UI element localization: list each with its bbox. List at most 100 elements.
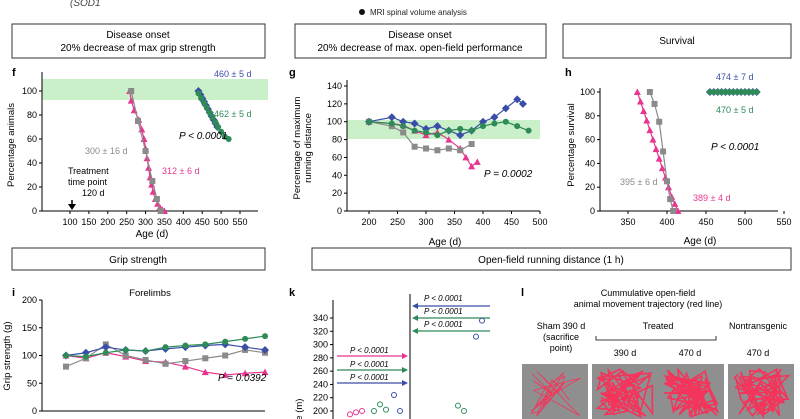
i-ytick-label: 200 bbox=[22, 295, 37, 305]
h-point-magenta bbox=[652, 145, 660, 153]
g-ytick-label: 0 bbox=[337, 206, 342, 216]
g-point-green bbox=[423, 129, 429, 136]
h-point-magenta bbox=[636, 98, 644, 105]
l-sham-line2: (sacrifice bbox=[543, 332, 579, 342]
k-point-blue_right bbox=[479, 317, 485, 324]
l-trajectory-3 bbox=[733, 367, 791, 419]
g-point-blue bbox=[433, 122, 442, 131]
h-xlabel: Age (d) bbox=[684, 236, 717, 247]
k-point-magenta bbox=[359, 408, 365, 414]
h-point-grey bbox=[646, 89, 653, 95]
l-treated-390: 390 d bbox=[614, 348, 637, 358]
g-point-grey bbox=[411, 143, 418, 150]
f-point-grey bbox=[157, 208, 164, 214]
panel-letter-l: l bbox=[521, 287, 524, 299]
h-point-magenta bbox=[658, 164, 666, 172]
g-xtick-label: 250 bbox=[390, 217, 405, 227]
l-treated: Treated bbox=[643, 321, 674, 331]
g-point-green bbox=[514, 123, 521, 130]
f-xtick-label: 400 bbox=[176, 217, 191, 227]
i-point-green bbox=[63, 352, 69, 359]
i-point-magenta bbox=[201, 368, 209, 376]
g-xtick-label: 200 bbox=[361, 217, 376, 227]
h-point-grey bbox=[667, 196, 674, 203]
header-box-h bbox=[562, 23, 792, 59]
g-xtick-label: 450 bbox=[504, 217, 519, 227]
g-point-green bbox=[457, 125, 464, 132]
f-point-green bbox=[198, 95, 205, 102]
f-xtick-label: 550 bbox=[232, 217, 247, 227]
f-ylabel: Percentage animals bbox=[6, 103, 17, 187]
header-box-g bbox=[294, 23, 547, 59]
h-xtick-label: 550 bbox=[776, 217, 791, 227]
g-point-blue bbox=[513, 95, 522, 104]
genotype-text: (SOD1 bbox=[70, 0, 101, 9]
header-g-line2: 20% decrease of max. open-field performa… bbox=[317, 43, 523, 54]
k-pvalue-3: P < 0.0001 bbox=[424, 320, 463, 329]
h-point-grey bbox=[660, 148, 667, 155]
k-ytick-label: 200 bbox=[313, 406, 328, 416]
i-point-magenta bbox=[181, 363, 189, 370]
i-point-green bbox=[222, 338, 229, 345]
panel-g: 0 20 40 60 80 100 120 140 200 250 300 350 400 450 500… bbox=[292, 80, 548, 248]
i-point-magenta bbox=[241, 369, 249, 377]
f-xtick-label: 200 bbox=[100, 217, 115, 227]
header-box-k bbox=[311, 247, 792, 271]
mri-legend-label: MRI spinal volume analysis bbox=[370, 8, 467, 17]
i-point-grey bbox=[63, 363, 69, 370]
header-g-line1: Disease onset bbox=[388, 30, 452, 41]
h-ytick-label: 40 bbox=[585, 158, 595, 168]
i-point-grey bbox=[202, 355, 209, 362]
f-ytick-label: 0 bbox=[32, 206, 37, 216]
g-xlabel: Age (d) bbox=[429, 237, 462, 248]
h-point-magenta bbox=[646, 126, 654, 134]
k-pvalue-6: P < 0.0001 bbox=[350, 373, 389, 382]
g-point-grey bbox=[423, 145, 429, 152]
h-ylabel: Percentage survival bbox=[566, 103, 577, 186]
k-pvalue-1: P < 0.0001 bbox=[424, 294, 463, 303]
g-ylabel-line1: Percentage of maximum bbox=[292, 96, 303, 199]
f-label-magenta: 312 ± 6 d bbox=[162, 166, 199, 176]
panel-letter-f: f bbox=[12, 67, 16, 79]
h-xtick-label: 450 bbox=[698, 217, 713, 227]
g-point-green bbox=[388, 120, 395, 127]
header-i-line1: Grip strength bbox=[109, 255, 167, 266]
g-point-green bbox=[525, 127, 532, 134]
g-ytick-label: 60 bbox=[332, 152, 342, 162]
l-trajectory-0 bbox=[530, 371, 581, 417]
f-point-grey bbox=[128, 88, 135, 94]
h-point-magenta bbox=[655, 155, 663, 162]
panel-letter-k: k bbox=[289, 287, 296, 299]
i-point-green bbox=[162, 344, 169, 351]
k-arrow-2 bbox=[412, 315, 490, 321]
k-arrow-6 bbox=[337, 380, 408, 386]
panel-i: Forelimbs 0 50 100 150 200 Grip strength (g)… bbox=[2, 288, 269, 416]
i-title: Forelimbs bbox=[129, 288, 171, 299]
k-pvalue-2: P < 0.0001 bbox=[424, 307, 463, 316]
k-ytick-label: 300 bbox=[313, 340, 328, 350]
f-point-green bbox=[206, 109, 213, 116]
h-xtick-label: 500 bbox=[737, 217, 752, 227]
g-point-grey bbox=[400, 129, 407, 136]
g-point-blue bbox=[490, 113, 499, 122]
f-point-green bbox=[212, 119, 219, 126]
g-xtick-label: 400 bbox=[475, 217, 490, 227]
f-green-band bbox=[42, 79, 268, 100]
k-point-green bbox=[383, 406, 389, 413]
g-ytick-label: 80 bbox=[332, 135, 342, 145]
f-point-magenta bbox=[127, 97, 135, 104]
h-point-grey bbox=[664, 178, 670, 185]
f-point-grey bbox=[142, 148, 149, 154]
panel-letter-i: i bbox=[12, 287, 15, 299]
g-point-green bbox=[400, 123, 407, 130]
g-ytick-label: 100 bbox=[327, 117, 342, 127]
g-point-magenta bbox=[473, 158, 481, 165]
i-point-green bbox=[142, 348, 149, 355]
g-pvalue: P = 0.0002 bbox=[484, 169, 533, 180]
h-pvalue: P < 0.0001 bbox=[711, 142, 759, 153]
g-point-grey bbox=[445, 145, 452, 152]
g-point-blue bbox=[456, 131, 465, 140]
f-ytick-label: 40 bbox=[27, 158, 37, 168]
h-label-magenta: 389 ± 4 d bbox=[693, 193, 730, 203]
k-arrow-1 bbox=[412, 303, 490, 309]
